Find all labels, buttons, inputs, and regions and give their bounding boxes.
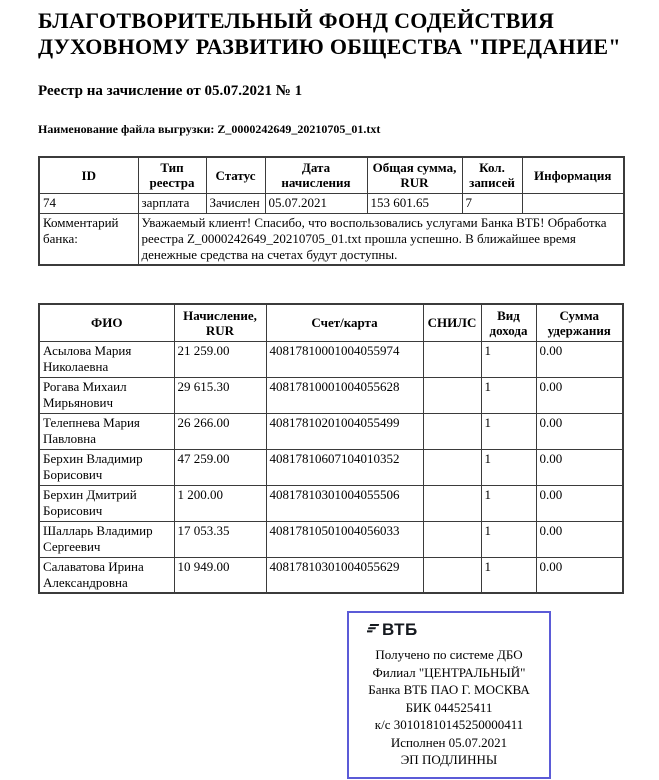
payment-account: 40817810301004055629	[265, 556, 424, 594]
payment-snils	[422, 448, 482, 486]
payment-account: 40817810001004055628	[265, 376, 424, 414]
payment-income-type: 1	[480, 448, 537, 486]
payment-income-type: 1	[480, 484, 537, 522]
registry-cell-date: 05.07.2021	[264, 192, 368, 214]
payment-income-type: 1	[480, 412, 537, 450]
vtb-logo-text: ВТБ	[382, 620, 418, 640]
payment-name: Салаватова Ирина Александровна	[38, 556, 175, 594]
payment-row: Салаватова Ирина Александровна 10 949.00…	[38, 556, 624, 594]
registry-cell-total: 153 601.65	[366, 192, 463, 214]
registry-header-count: Кол. записей	[461, 156, 523, 194]
bank-comment-row: Комментарий банка: Уважаемый клиент! Спа…	[38, 212, 625, 266]
payment-account: 40817810607104010352	[265, 448, 424, 486]
registry-header-status: Статус	[205, 156, 266, 194]
payment-name: Берхин Владимир Борисович	[38, 448, 175, 486]
registry-header-date: Дата начисления	[264, 156, 368, 194]
payment-name: Шалларь Владимир Сергеевич	[38, 520, 175, 558]
registry-header-total: Общая сумма, RUR	[366, 156, 463, 194]
payment-income-type: 1	[480, 340, 537, 378]
payments-header-amount: Начисление, RUR	[173, 303, 267, 342]
export-file-name: Z_0000242649_20210705_01.txt	[217, 122, 381, 136]
payment-amount: 10 949.00	[173, 556, 267, 594]
payment-name: Рогава Михаил Мирьянович	[38, 376, 175, 414]
registry-cell-type: зарплата	[137, 192, 207, 214]
registry-cell-count: 7	[461, 192, 523, 214]
payment-withholding: 0.00	[535, 520, 624, 558]
payment-withholding: 0.00	[535, 376, 624, 414]
registry-header-info: Информация	[521, 156, 625, 194]
payment-account: 40817810501004056033	[265, 520, 424, 558]
payment-amount: 29 615.30	[173, 376, 267, 414]
payment-withholding: 0.00	[535, 448, 624, 486]
registry-subtitle: Реестр на зачисление от 05.07.2021 № 1	[38, 83, 303, 99]
page-title-line1: БЛАГОТВОРИТЕЛЬНЫЙ ФОНД СОДЕЙСТВИЯ	[38, 8, 555, 33]
registry-cell-info	[521, 192, 625, 214]
export-file-line: Наименование файла выгрузки: Z_000024264…	[38, 122, 629, 137]
payments-header-name: ФИО	[38, 303, 175, 342]
payment-income-type: 1	[480, 520, 537, 558]
payment-row: Асылова Мария Николаевна 21 259.00 40817…	[38, 340, 624, 378]
registry-cell-status: Зачислен	[205, 192, 266, 214]
payment-row: Берхин Владимир Борисович 47 259.00 4081…	[38, 448, 624, 486]
payments-header-row: ФИО Начисление, RUR Счет/карта СНИЛС Вид…	[38, 303, 624, 342]
stamp-line-bik: БИК 044525411	[405, 699, 493, 715]
stamp-line-signature: ЭП ПОДЛИННЫ	[400, 752, 498, 768]
payment-withholding: 0.00	[535, 412, 624, 450]
stamp-line-system: Получено по системе ДБО	[375, 647, 523, 663]
payment-account: 40817810001004055974	[265, 340, 424, 378]
page-title: БЛАГОТВОРИТЕЛЬНЫЙ ФОНД СОДЕЙСТВИЯ ДУХОВН…	[38, 8, 629, 60]
payments-header-withholding: Сумма удержания	[535, 303, 624, 342]
stamp-line-bank: Банка ВТБ ПАО Г. МОСКВА	[368, 682, 530, 698]
registry-header-row: ID Тип реестра Статус Дата начисления Об…	[38, 156, 625, 194]
payment-name: Телепнева Мария Павловна	[38, 412, 175, 450]
payment-withholding: 0.00	[535, 340, 624, 378]
payment-amount: 47 259.00	[173, 448, 267, 486]
registry-data-row: 74 зарплата Зачислен 05.07.2021 153 601.…	[38, 192, 625, 214]
vtb-logo: ВТБ	[355, 620, 543, 641]
payment-income-type: 1	[480, 376, 537, 414]
payment-amount: 21 259.00	[173, 340, 267, 378]
stamp-line-branch: Филиал "ЦЕНТРАЛЬНЫЙ"	[372, 664, 526, 680]
payment-snils	[422, 556, 482, 594]
payment-account: 40817810201004055499	[265, 412, 424, 450]
bank-comment-label: Комментарий банка:	[38, 212, 139, 266]
payment-snils	[422, 520, 482, 558]
payment-row: Шалларь Владимир Сергеевич 17 053.35 408…	[38, 520, 624, 558]
payment-withholding: 0.00	[535, 556, 624, 594]
export-file-label: Наименование файла выгрузки:	[38, 122, 215, 136]
payment-name: Асылова Мария Николаевна	[38, 340, 175, 378]
payment-snils	[422, 340, 482, 378]
registry-header-type: Тип реестра	[137, 156, 207, 194]
vtb-stamp: ВТБ Получено по системе ДБО Филиал "ЦЕНТ…	[347, 611, 551, 779]
payment-row: Телепнева Мария Павловна 26 266.00 40817…	[38, 412, 624, 450]
registry-header-id: ID	[38, 156, 139, 194]
payments-header-account: Счет/карта	[265, 303, 424, 342]
payment-snils	[422, 412, 482, 450]
payment-name: Берхин Дмитрий Борисович	[38, 484, 175, 522]
page-title-line2: ДУХОВНОМУ РАЗВИТИЮ ОБЩЕСТВА "ПРЕДАНИЕ"	[38, 34, 621, 59]
payment-amount: 1 200.00	[173, 484, 267, 522]
payment-income-type: 1	[480, 556, 537, 594]
vtb-flag-icon	[366, 621, 380, 641]
registry-table: ID Тип реестра Статус Дата начисления Об…	[38, 156, 625, 267]
payment-amount: 17 053.35	[173, 520, 267, 558]
payment-account: 40817810301004055506	[265, 484, 424, 522]
payment-row: Рогава Михаил Мирьянович 29 615.30 40817…	[38, 376, 624, 414]
bank-comment-text: Уважаемый клиент! Спасибо, что воспользо…	[137, 212, 625, 266]
payment-snils	[422, 484, 482, 522]
payments-table: ФИО Начисление, RUR Счет/карта СНИЛС Вид…	[38, 303, 624, 595]
payment-row: Берхин Дмитрий Борисович 1 200.00 408178…	[38, 484, 624, 522]
registry-cell-id: 74	[38, 192, 139, 214]
payment-amount: 26 266.00	[173, 412, 267, 450]
payment-snils	[422, 376, 482, 414]
payments-header-snils: СНИЛС	[422, 303, 482, 342]
stamp-line-corr-account: к/с 30101810145250000411	[374, 717, 524, 733]
payment-withholding: 0.00	[535, 484, 624, 522]
payments-header-income-type: Вид дохода	[480, 303, 537, 342]
stamp-line-executed: Исполнен 05.07.2021	[390, 734, 508, 750]
